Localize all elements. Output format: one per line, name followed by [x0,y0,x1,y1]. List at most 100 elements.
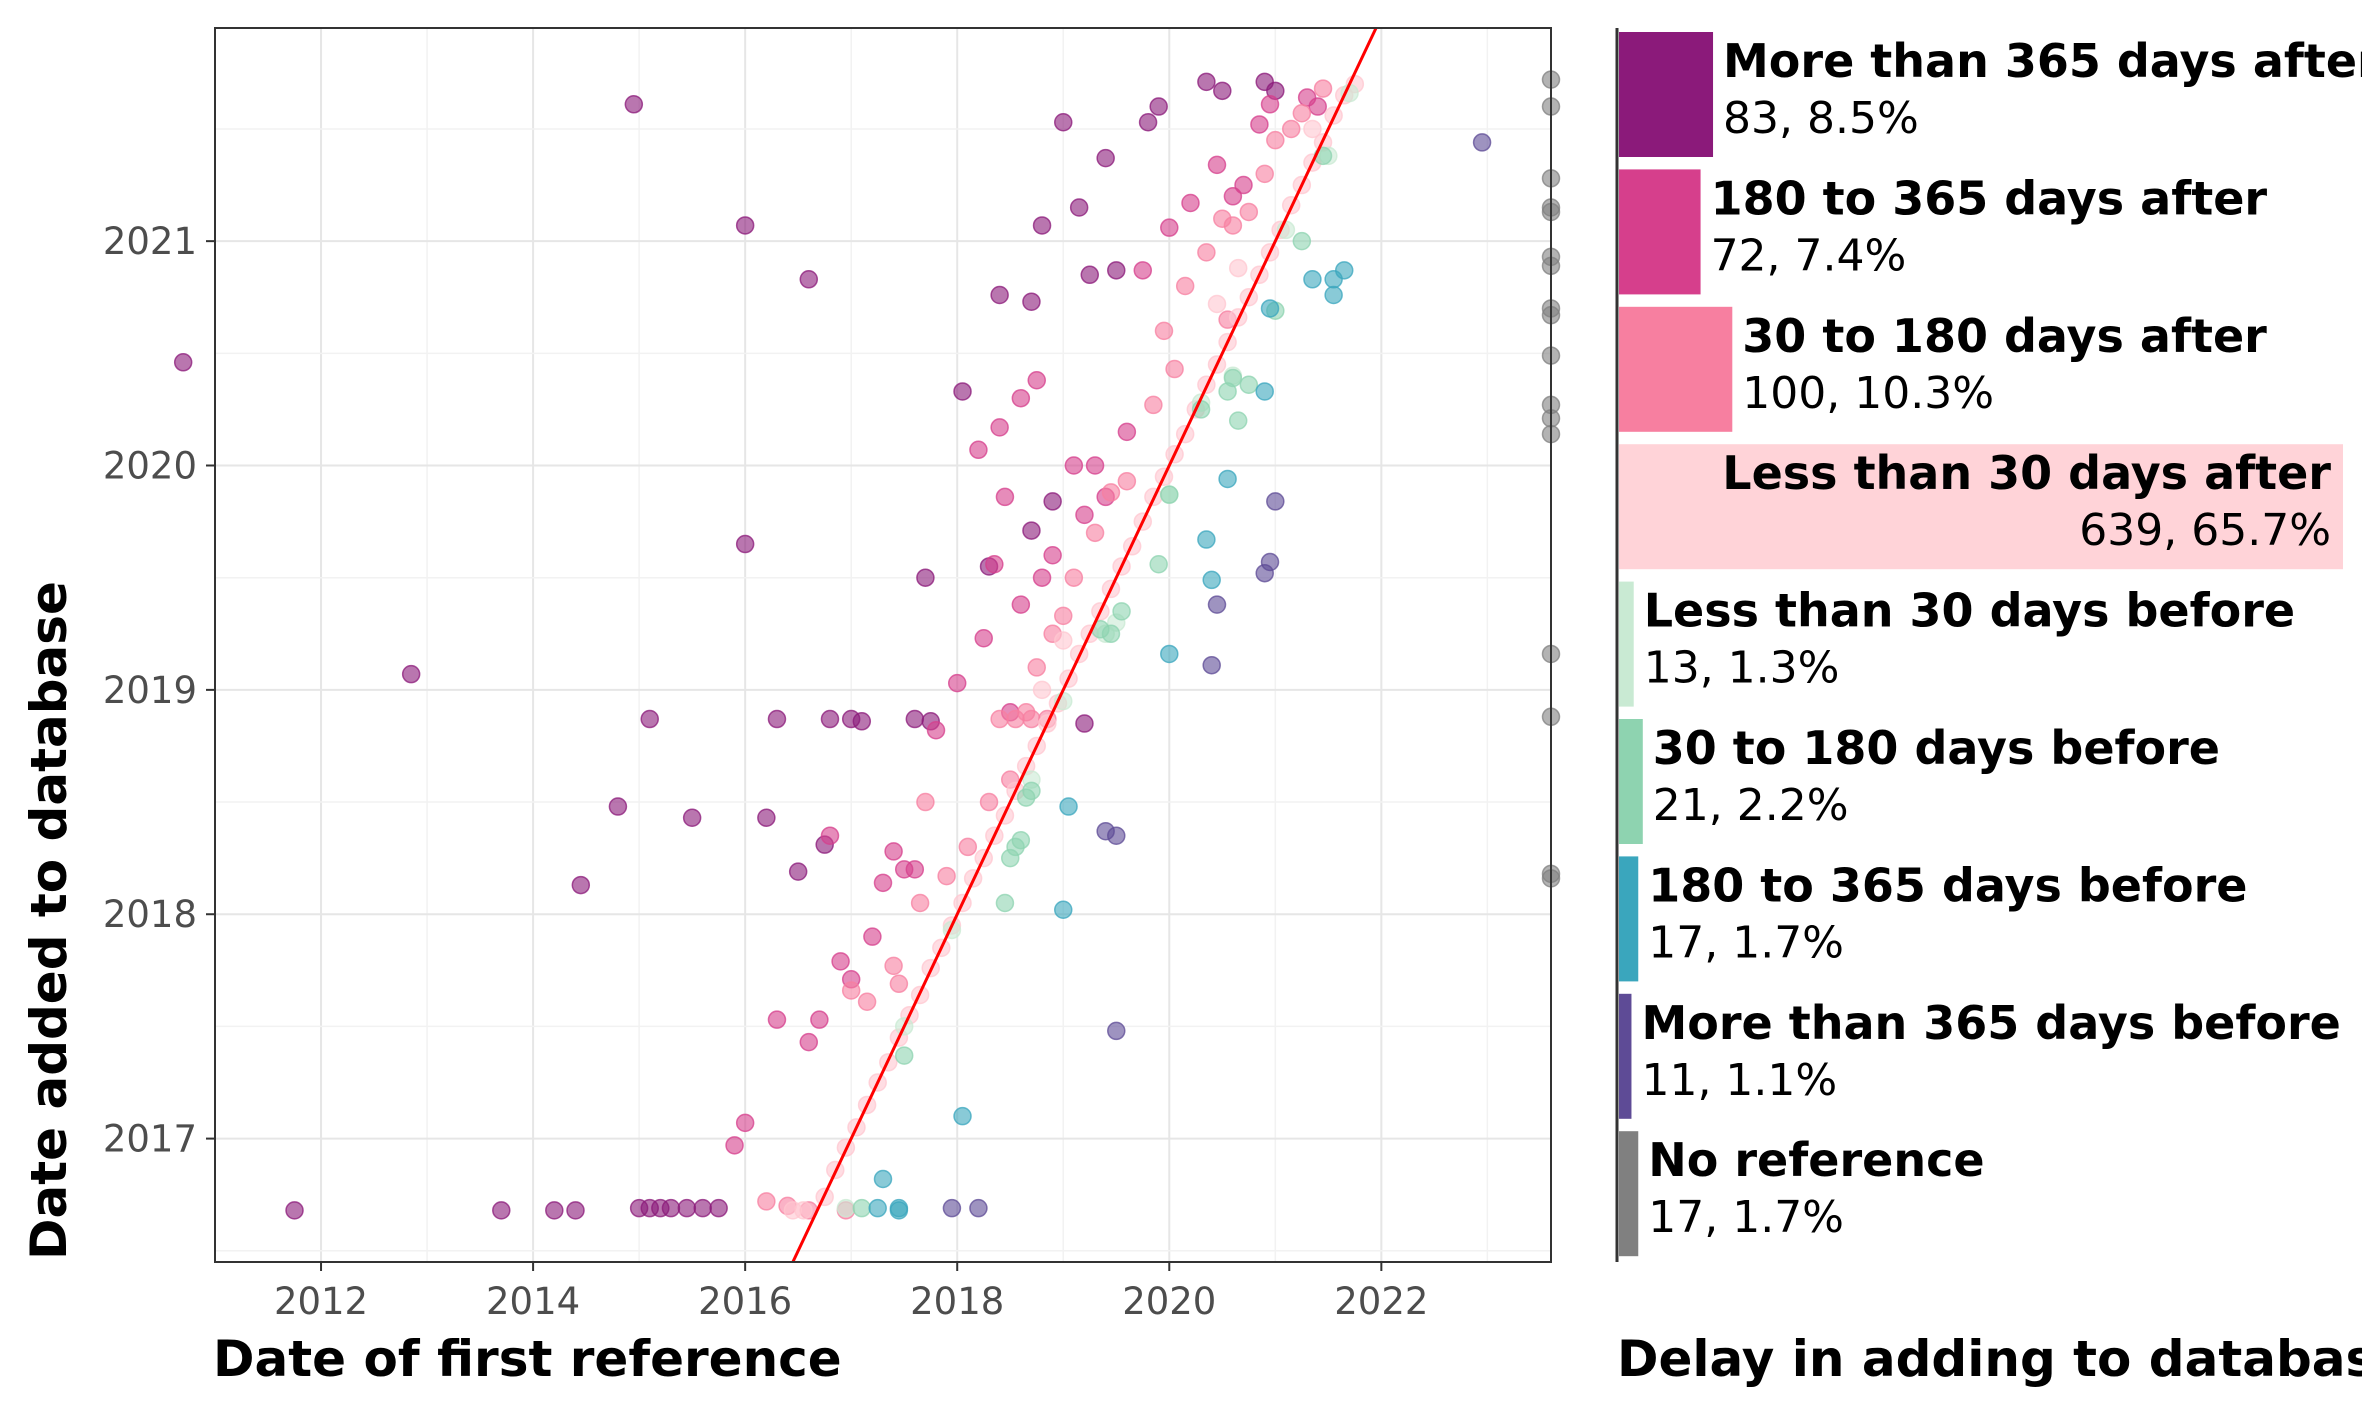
point-30to180before [1149,554,1168,574]
x-tick-label: 2018 [910,1280,1004,1323]
point-30to180after [1144,395,1163,415]
point-30to180after [1292,104,1312,123]
point-30to180after [1054,606,1073,626]
point-30to180before [1239,375,1259,394]
x-tick-labels: 2012 2014 2016 2018 2020 2022 [274,1262,1428,1323]
point-30to180after [1154,321,1174,341]
bar-name-label: 30 to 180 days after [1742,309,2267,363]
point-180to365after [926,721,946,740]
bar-axis-title: Delay in adding to database [1617,1330,2362,1388]
point-180to365after [1075,505,1094,525]
bar-name-label: No reference [1648,1133,1984,1187]
point-30to180after [916,792,935,812]
point-180to365after [1207,155,1227,175]
point-30to180before [1000,848,1020,868]
point-180to365before [868,1198,887,1218]
point-180to365after [1260,95,1280,114]
point-180to365after [1160,218,1179,237]
point-gt365after [285,1201,304,1220]
point-gt365after [953,382,972,401]
point-30to180after [1165,359,1184,379]
point-gt365after [1043,492,1062,511]
bar [1619,444,2343,570]
point-gt365after [492,1201,511,1220]
point-gt365after [1149,97,1168,116]
point-180to365before [873,1169,893,1189]
bar-value-label: 11, 1.1% [1641,1055,1837,1106]
bar [1619,32,1714,157]
bar [1619,1131,1639,1257]
point-180to365after [1027,371,1046,390]
point-gt365before [1107,826,1126,845]
point-gt365before [1107,1021,1126,1041]
point-gt365after [1022,521,1041,540]
y-tick-label: 2020 [103,445,197,488]
point-gt365after [1096,148,1115,168]
bar-name-label: 180 to 365 days before [1648,858,2247,912]
x-tick-label: 2016 [698,1280,792,1323]
point-180to365after [810,1010,829,1029]
point-gt365after [682,808,702,828]
point-gt365after [1069,198,1089,217]
point-30to180before [1112,602,1131,621]
bar-value-label: 100, 10.3% [1742,368,1994,419]
x-axis-title: Date of first reference [213,1330,842,1388]
point-gt365after [1054,112,1073,132]
bar [1619,169,1701,295]
point-30to180after [1064,568,1084,587]
point-30to180before [1228,411,1248,430]
point-180to365before [889,1201,909,1220]
point-30to180after [884,956,903,976]
bar-name-label: Less than 30 days after [1722,446,2331,500]
point-lt30after [1054,631,1073,650]
point-30to180after [857,992,877,1011]
point-gt365before [1202,655,1221,675]
point-gt365after [608,797,628,816]
x-tick-label: 2014 [486,1280,580,1323]
bar [1619,719,1643,844]
point-30to180before [1292,231,1312,251]
point-180to365after [799,1032,819,1052]
point-lt30after [794,1201,813,1220]
point-30to180after [889,974,909,994]
point-gt365after [545,1201,564,1220]
point-gt365after [852,712,872,731]
bar-name-label: Less than 30 days before [1644,584,2295,638]
point-180to365before [1255,382,1274,401]
y-tick-label: 2019 [103,669,197,712]
reference-line [791,27,1378,1263]
bar-value-label: 83, 8.5% [1723,93,1919,144]
point-30to180after [757,1192,776,1211]
y-axis-title: Date added to database [20,581,78,1260]
point-gt365after [905,709,925,729]
point-30to180after [1313,79,1333,98]
point-gt365before [1260,552,1280,572]
point-180to365after [1234,175,1253,195]
point-lt30after [1303,119,1322,139]
point-gt365before [1266,492,1285,511]
point-30to180before [1011,830,1031,850]
point-180to365after [905,860,925,879]
point-180to365before [1324,285,1343,305]
point-180to365after [1308,97,1327,116]
point-180to365after [873,873,893,893]
point-30to180after [841,981,861,1000]
point-gt365after [1032,216,1052,235]
bar-value-label: 72, 7.4% [1711,230,1907,281]
point-gt365after [571,875,591,895]
point-gt365before [1472,133,1492,152]
bar [1619,993,1632,1119]
point-gt365after [767,709,787,729]
point-gt365after [1075,714,1094,733]
y-tick-label: 2017 [103,1118,197,1161]
point-180to365after [831,952,850,971]
point-gt365after [820,709,840,729]
point-30to180after [1239,202,1259,222]
y-tick-label: 2021 [103,220,197,263]
point-180to365before [1334,261,1354,280]
point-180to365before [1197,530,1216,549]
point-180to365after [767,1010,787,1029]
point-30to180after [1117,471,1137,491]
point-30to180after [1197,243,1216,262]
